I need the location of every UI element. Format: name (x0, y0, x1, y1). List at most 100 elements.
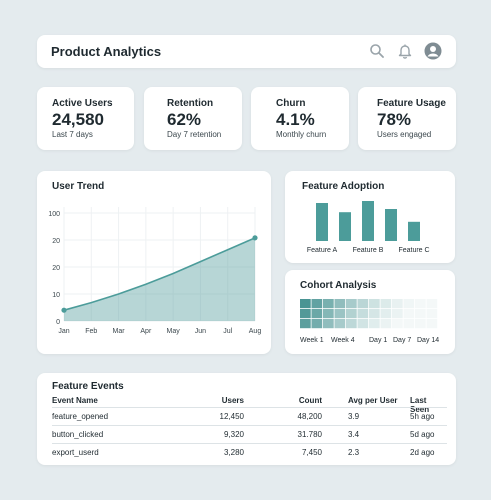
heatmap-cell (380, 309, 392, 319)
y-tick-label: 20 (52, 238, 60, 245)
heatmap-cell (346, 309, 357, 319)
heatmap-cell (346, 319, 357, 329)
col-users: Users (221, 396, 244, 405)
feature-adoption-chart: Feature A Feature B Feature C (307, 201, 430, 254)
cell-last-seen: 5h ago (410, 412, 435, 421)
kpi-subtext: Users engaged (377, 130, 432, 139)
y-tick-label: 0 (56, 319, 60, 326)
x-tick-label: Jun (195, 328, 206, 335)
heatmap-cell (334, 319, 346, 329)
heatmap-cell (323, 319, 334, 329)
col-count: Count (298, 396, 322, 405)
header-bar: Product Analytics (37, 35, 456, 68)
heatmap-cell (334, 309, 346, 319)
search-icon[interactable] (368, 42, 386, 60)
kpi-subtext: Day 7 retention (167, 130, 222, 139)
cohort-analysis-card: Cohort Analysis Week 1 Week 4 Day 1 Day 7 Da… (285, 270, 455, 354)
heatmap-label: Week 1 (300, 337, 324, 344)
kpi-value: 78% (377, 110, 412, 129)
heatmap-cell (334, 299, 346, 309)
heatmap-cell (311, 319, 323, 329)
x-tick-label: Mar (113, 328, 126, 335)
feature-adoption-card: Feature Adoption Feature A Feature B Featu… (285, 171, 455, 263)
heatmap-label: Day 1 (369, 337, 387, 344)
x-tick-label: Jul (223, 328, 232, 335)
heatmap-label: Day 7 (393, 337, 411, 344)
col-event-name: Event Name (52, 396, 98, 405)
user-trend-card: User Trend 100 20 20 10 0 Jan Feb Mar Apr May Jun… (37, 171, 271, 354)
heatmap-cell (357, 319, 369, 329)
y-tick-label: 20 (52, 265, 60, 272)
bar-label: Feature B (353, 247, 384, 254)
divider (52, 443, 447, 444)
heatmap-cell (300, 319, 311, 329)
heatmap-cell (357, 309, 369, 319)
heatmap-label: Day 14 (417, 337, 439, 344)
trend-point (61, 307, 67, 313)
y-tick-label: 10 (52, 292, 60, 299)
heatmap-cell (369, 299, 380, 309)
kpi-value: 4.1% (276, 110, 315, 129)
divider (52, 407, 447, 408)
col-last-seen: Last Seen (410, 396, 430, 414)
feature-events-title: Feature Events (52, 381, 124, 392)
col-avg-per-user: Avg per User (348, 396, 398, 405)
cell-avg: 2.3 (348, 448, 360, 457)
cell-avg: 3.9 (348, 412, 360, 421)
kpi-label: Retention (167, 98, 214, 109)
heatmap-cell (369, 319, 380, 329)
heatmap-cell (403, 309, 415, 319)
adoption-bar (316, 203, 328, 241)
adoption-bar (408, 221, 420, 241)
cohort-heatmap: Week 1 Week 4 Day 1 Day 7 Day 14 (300, 299, 439, 344)
cell-users: 9,320 (223, 430, 244, 439)
x-tick-label: Apr (140, 328, 152, 335)
heatmap-cell (403, 319, 415, 329)
cell-count: 48,200 (297, 412, 322, 421)
trend-line (63, 237, 256, 311)
avatar[interactable] (424, 42, 442, 60)
heatmap-cell (323, 299, 334, 309)
heatmap-cell (392, 309, 403, 319)
x-tick-label: Feb (85, 328, 97, 335)
x-tick-label: Jan (58, 328, 69, 335)
heatmap-cell (403, 299, 415, 309)
cell-event-name: feature_opened (52, 412, 109, 421)
heatmap-cell (392, 299, 403, 309)
heatmap-cell (415, 319, 426, 329)
heatmap-cell (415, 299, 426, 309)
cell-count: 31.780 (297, 430, 322, 439)
heatmap-cell (392, 319, 403, 329)
heatmap-cell (311, 309, 323, 319)
kpi-subtext: Monthly churn (276, 130, 327, 139)
cell-last-seen: 2d ago (410, 448, 435, 457)
kpi-card-retention: Retention 62% Day 7 retention (144, 87, 242, 150)
cohort-analysis-title: Cohort Analysis (300, 280, 377, 291)
adoption-bar (362, 201, 374, 241)
kpi-card-feature-usage: Feature Usage 78% Users engaged (358, 87, 456, 150)
cell-event-name: button_clicked (52, 430, 104, 439)
heatmap-cell (323, 309, 334, 319)
user-trend-title: User Trend (52, 181, 105, 192)
adoption-bar (339, 212, 351, 241)
trend-point (252, 235, 258, 241)
heatmap-cell (369, 309, 380, 319)
cell-users: 3,280 (223, 448, 244, 457)
heatmap-cell (346, 299, 357, 309)
adoption-bar (385, 209, 397, 241)
feature-adoption-title: Feature Adoption (302, 181, 385, 192)
heatmap-cell (357, 299, 369, 309)
kpi-label: Churn (276, 98, 306, 109)
app-title: Product Analytics (51, 44, 162, 59)
cell-avg: 3.4 (348, 430, 360, 439)
heatmap-cell (300, 309, 311, 319)
cell-last-seen: 5d ago (410, 430, 435, 439)
kpi-label: Feature Usage (377, 98, 446, 109)
kpi-card-active-users: Active Users 24,580 Last 7 days (37, 87, 134, 150)
heatmap-label: Week 4 (331, 337, 355, 344)
heatmap-cell (426, 319, 438, 329)
heatmap-cell (311, 299, 323, 309)
bell-icon[interactable] (396, 42, 414, 60)
y-tick-label: 100 (48, 211, 60, 218)
